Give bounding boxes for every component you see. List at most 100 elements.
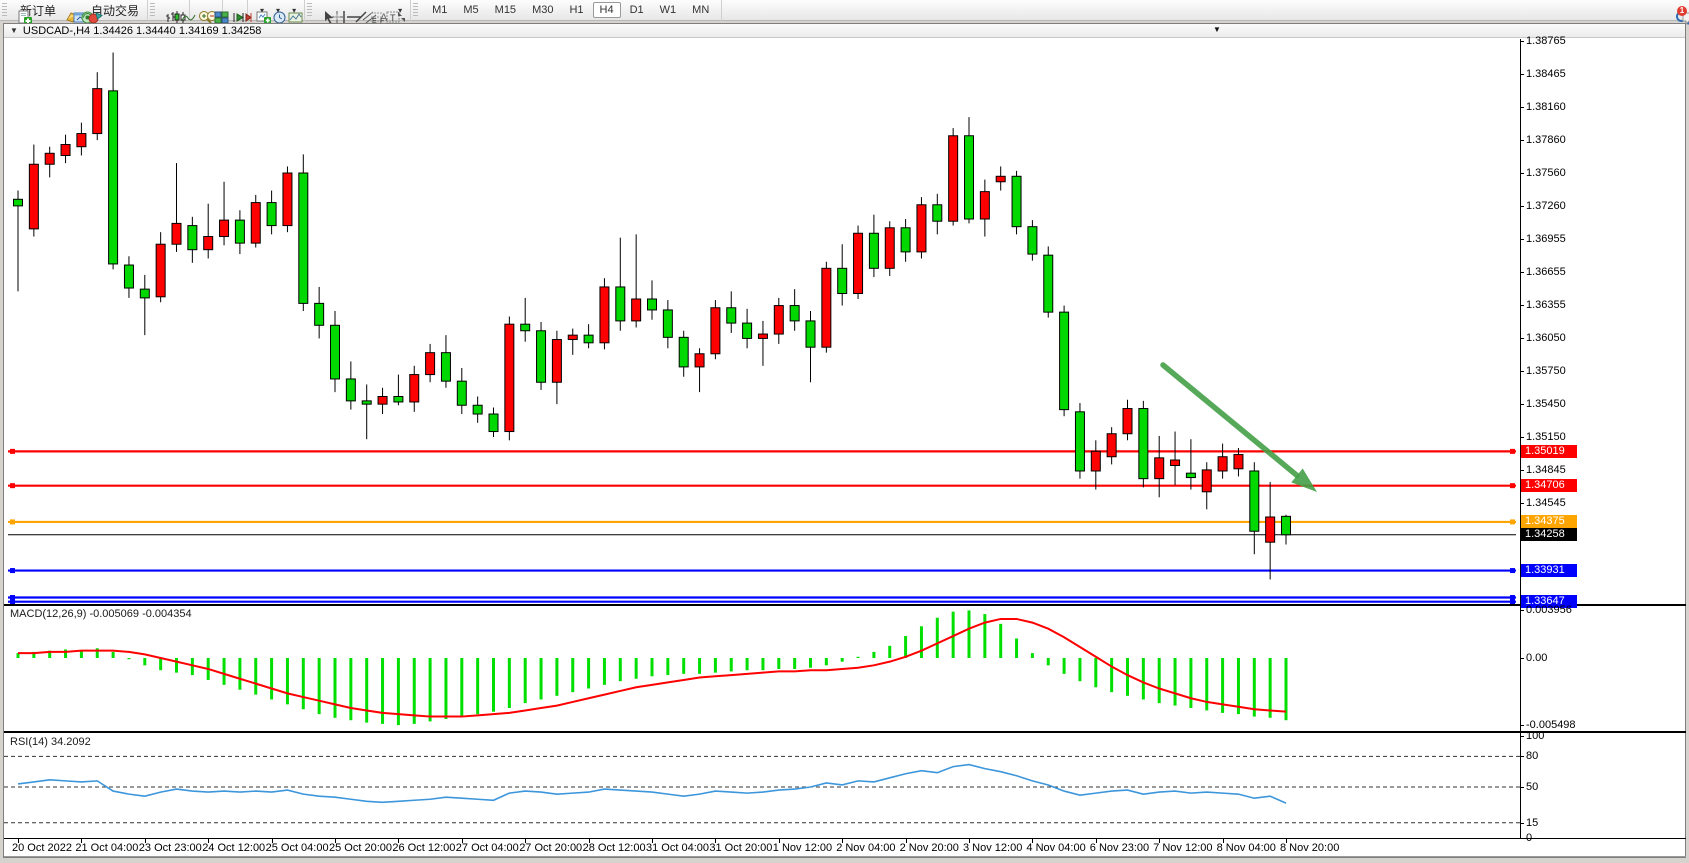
line-handle[interactable] (10, 519, 15, 525)
bullish-candle (995, 175, 1006, 183)
cursor-tool-button[interactable] (318, 9, 334, 24)
time-axis-value: 8 Nov 20:00 (1280, 842, 1340, 854)
timeframe-button-h1[interactable]: H1 (569, 4, 584, 16)
timeframe-button-h4[interactable]: H4 (592, 2, 621, 18)
line-handle[interactable] (1510, 599, 1515, 605)
time-axis-value: 27 Oct 04:00 (455, 842, 519, 854)
line-handle[interactable] (1510, 483, 1515, 489)
panel-separator[interactable] (4, 604, 1686, 606)
bearish-candle (361, 400, 372, 405)
time-axis-tick (1286, 839, 1287, 843)
trend-arrow-head[interactable] (1291, 468, 1317, 492)
price-axis-tick (1520, 239, 1524, 241)
bearish-candle (393, 395, 404, 403)
time-axis-value: 21 Oct 04:00 (75, 842, 139, 854)
toolbar-grip[interactable] (307, 3, 313, 17)
chart-type-group (157, 0, 196, 24)
periods-button[interactable]: ▾ (268, 5, 286, 24)
autotrading-button[interactable]: 自动交易 (84, 1, 143, 24)
time-axis-value: 25 Oct 20:00 (329, 842, 392, 854)
time-axis-tick (905, 839, 907, 843)
line-handle[interactable] (1510, 519, 1515, 525)
bearish-candle (1011, 175, 1022, 228)
bullish-candle (155, 243, 166, 298)
panel-separator[interactable] (4, 731, 1686, 733)
auto-scroll-button[interactable] (227, 9, 245, 22)
zoom-in-button[interactable] (194, 9, 212, 24)
level-price-badge: 1.34375 (1521, 515, 1577, 529)
deposit-button[interactable] (60, 9, 77, 23)
text-tool-button[interactable]: A (374, 9, 388, 24)
bearish-candle (345, 378, 356, 402)
line-handle[interactable] (10, 595, 15, 601)
bearish-candle (678, 336, 689, 368)
timeframe-button-m5[interactable]: M5 (463, 4, 479, 16)
time-axis-value: 7 Nov 12:00 (1153, 842, 1213, 854)
text-label-tool-button[interactable]: T (382, 9, 400, 23)
main-toolbar: 新订单 自动交易 (0, 0, 1689, 26)
price-axis-value: 1.38160 (1526, 101, 1566, 114)
time-axis-tick (715, 839, 717, 843)
chart-title: USDCAD-,H4 1.34426 1.34440 1.34169 1.342… (22, 24, 262, 37)
vertical-line-tool-button[interactable] (334, 9, 345, 23)
dropdown-caret: ▾ (292, 5, 297, 15)
candlestick-chart-button[interactable] (169, 9, 186, 24)
main-price-chart[interactable] (4, 39, 1520, 605)
time-axis-value: 20 Oct 2022 (12, 842, 72, 854)
new-order-button[interactable]: 新订单 (13, 1, 60, 25)
collapse-triangle-icon[interactable]: ▼ (10, 26, 18, 35)
rsi-panel[interactable] (4, 734, 1520, 838)
timeframe-button-m1[interactable]: M1 (432, 4, 448, 16)
timeframe-button-mn[interactable]: MN (692, 4, 710, 16)
bullish-candle (76, 133, 87, 148)
macd-panel[interactable] (4, 606, 1520, 731)
bearish-candle (932, 204, 943, 222)
horizontal-line-tool-button[interactable] (342, 9, 362, 18)
chart-titlebar[interactable]: ▼ USDCAD-,H4 1.34426 1.34440 1.34169 1.3… (4, 24, 1685, 38)
line-handle[interactable] (1510, 595, 1515, 601)
bearish-candle (964, 135, 974, 220)
dropdown-caret: ▾ (276, 5, 281, 15)
fibonacci-tool-button[interactable]: F (366, 9, 384, 24)
bullish-candle (425, 352, 436, 376)
price-axis-value: 1.35750 (1526, 365, 1566, 378)
line-handle[interactable] (10, 448, 15, 454)
line-handle[interactable] (10, 568, 15, 574)
line-handle[interactable] (10, 483, 15, 489)
price-axis-tick (1520, 404, 1524, 406)
toolbar-grip[interactable] (2, 3, 7, 17)
chart-shift-button[interactable] (235, 9, 252, 22)
templates-button[interactable]: ▾ (284, 5, 303, 23)
bearish-candle (330, 324, 340, 380)
trend-arrow-line[interactable] (1160, 362, 1300, 479)
timeframe-button-m30[interactable]: M30 (532, 4, 554, 16)
line-handle[interactable] (1510, 568, 1515, 574)
level-price-badge: 1.35019 (1521, 444, 1577, 458)
toolbar-grip[interactable] (150, 3, 156, 17)
toolbar-grip[interactable] (413, 3, 419, 17)
timeframe-button-d1[interactable]: D1 (629, 4, 644, 16)
timeframe-button-w1[interactable]: W1 (659, 4, 677, 16)
timeframe-button-m15[interactable]: M15 (494, 4, 517, 16)
bullish-candle (694, 353, 705, 368)
price-axis-tick (1520, 437, 1524, 439)
bullish-candle (250, 202, 261, 244)
trendline-tool-button[interactable] (350, 9, 367, 23)
time-axis-tick (18, 839, 19, 843)
bar-chart-button[interactable] (161, 9, 178, 23)
bearish-candle (456, 380, 467, 406)
bearish-candle (139, 288, 150, 299)
line-handle[interactable] (1510, 448, 1515, 454)
arrows-tool-button[interactable]: ▾ (390, 5, 406, 22)
line-chart-button[interactable] (177, 9, 196, 22)
price-axis-tick (1520, 305, 1524, 306)
bearish-candle (1027, 226, 1038, 255)
price-axis-tick (1520, 140, 1524, 142)
new-chart-button[interactable]: ▾ (252, 5, 272, 24)
macd-axis-value: 0.00 (1526, 652, 1548, 664)
line-handle[interactable] (10, 599, 15, 605)
bullish-candle (219, 219, 230, 238)
crosshair-tool-button[interactable] (326, 9, 344, 23)
bearish-candle (615, 286, 626, 322)
bullish-candle (979, 191, 990, 220)
